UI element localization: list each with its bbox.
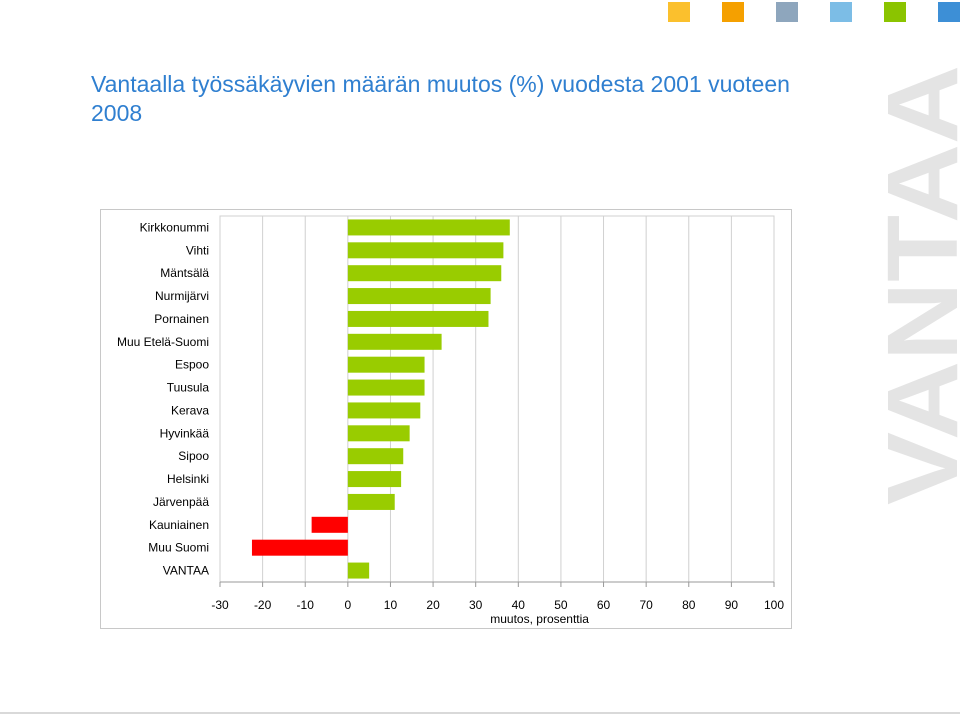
bar: [347, 333, 442, 350]
bar: [347, 288, 491, 305]
bar: [347, 402, 421, 419]
bar: [347, 379, 425, 396]
category-label: Muu Etelä-Suomi: [117, 335, 209, 349]
header-swatch: [668, 2, 690, 22]
x-tick-label: -30: [211, 598, 229, 612]
bar: [347, 471, 402, 488]
header-swatch: [776, 2, 798, 22]
x-tick-label: 100: [764, 598, 784, 612]
x-tick-label: 0: [345, 598, 352, 612]
category-label: Hyvinkää: [160, 426, 210, 440]
category-label: Mäntsälä: [160, 266, 209, 280]
bar: [347, 219, 510, 236]
category-label: Nurmijärvi: [155, 289, 209, 303]
bar: [347, 425, 410, 442]
x-axis-label: muutos, prosenttia: [490, 612, 589, 626]
category-label: Helsinki: [167, 472, 209, 486]
x-tick-label: 60: [597, 598, 611, 612]
category-label: Tuusula: [167, 381, 210, 395]
x-tick-label: 10: [384, 598, 398, 612]
header-swatch: [830, 2, 852, 22]
category-label: Espoo: [175, 358, 209, 372]
category-label: Pornainen: [154, 312, 209, 326]
x-tick-label: -20: [254, 598, 272, 612]
header-swatch: [722, 2, 744, 22]
x-tick-label: 30: [469, 598, 483, 612]
bar: [347, 310, 489, 327]
bar: [347, 562, 370, 579]
footer-divider: [0, 712, 960, 714]
bar: [347, 356, 425, 373]
bar: [347, 265, 502, 282]
bar-chart: -30 -20 -10 0 10 20 30 40 50 60 70 80 90 100 Kirkkonum…: [117, 215, 784, 626]
bar: [251, 539, 348, 556]
page-title: Vantaalla työssäkäyvien määrän muutos (%…: [91, 71, 790, 126]
header-swatch: [938, 2, 960, 22]
category-label: Muu Suomi: [148, 541, 209, 555]
x-tick-label: 20: [426, 598, 440, 612]
chart-frame: -30 -20 -10 0 10 20 30 40 50 60 70 80 90 100 Kirkkonum…: [100, 209, 792, 629]
x-tick-label: -10: [297, 598, 315, 612]
bar: [311, 516, 348, 533]
x-tick-label: 50: [554, 598, 568, 612]
category-label: Kauniainen: [149, 518, 209, 532]
bar: [347, 242, 504, 259]
x-tick-label: 90: [725, 598, 739, 612]
category-label: Kirkkonummi: [140, 220, 209, 234]
bar: [347, 493, 395, 510]
header-swatch: [884, 2, 906, 22]
category-label: Järvenpää: [153, 495, 209, 509]
x-tick-label: 70: [639, 598, 653, 612]
watermark-text: VANTAA: [867, 65, 960, 505]
category-label: VANTAA: [163, 564, 209, 578]
category-label: Sipoo: [178, 449, 209, 463]
x-tick-label: 80: [682, 598, 696, 612]
bar: [347, 448, 404, 465]
x-tick-label: 40: [512, 598, 526, 612]
category-label: Vihti: [186, 243, 209, 257]
category-label: Kerava: [171, 403, 209, 417]
